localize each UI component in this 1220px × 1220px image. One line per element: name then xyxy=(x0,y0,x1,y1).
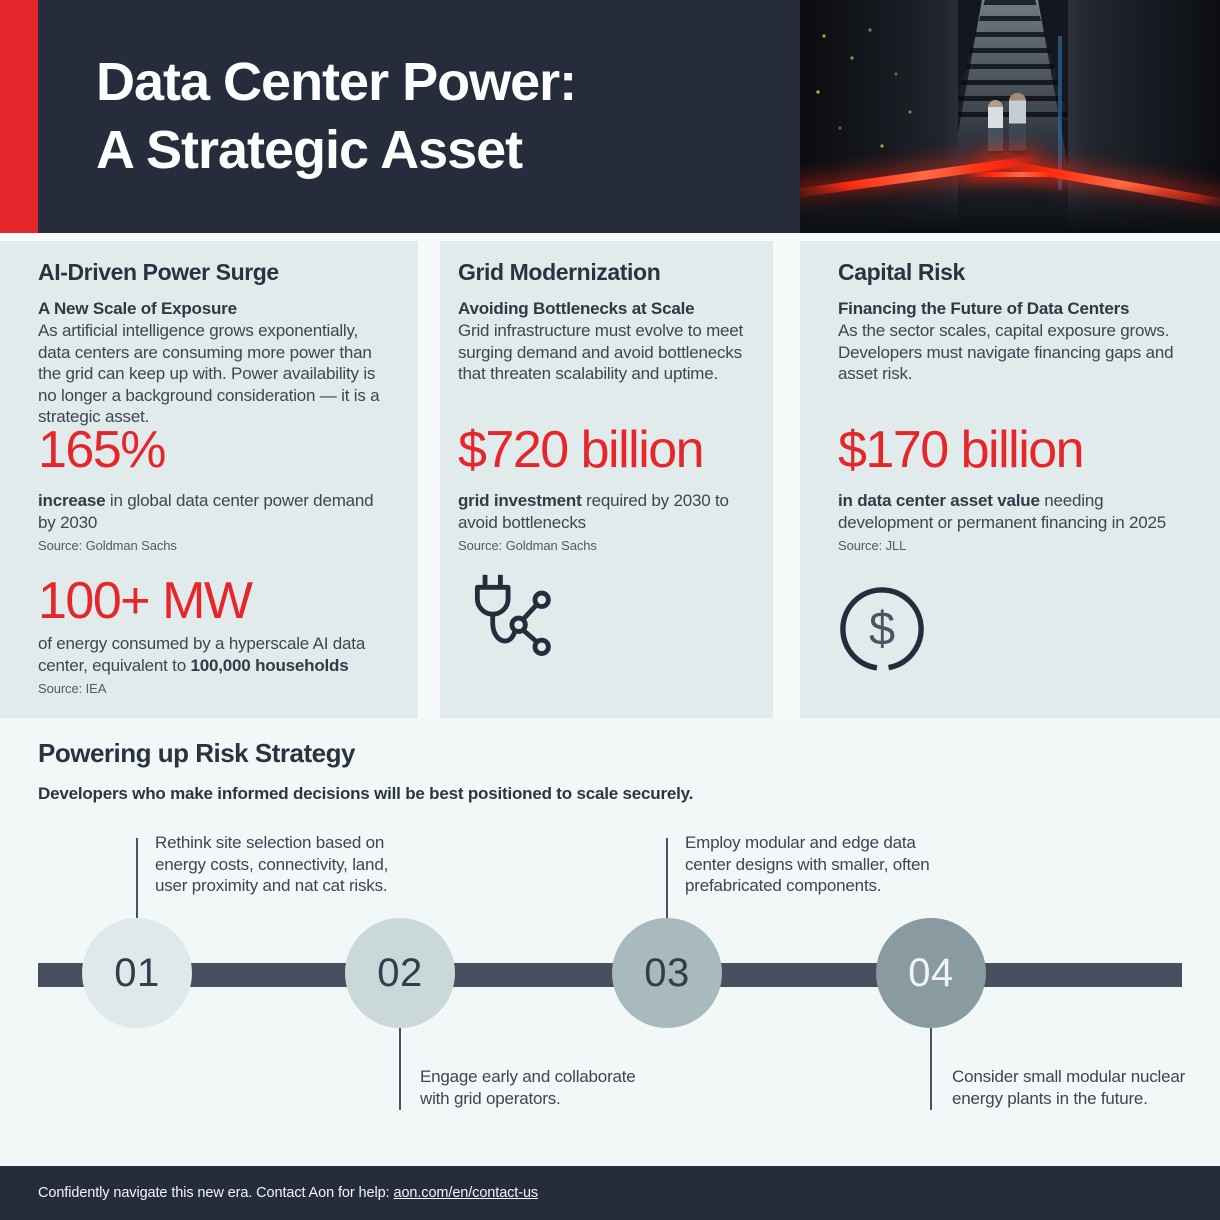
step-3-circle: 03 xyxy=(612,918,722,1028)
brand-red-accent-bar xyxy=(0,0,38,233)
stat-value: 100+ MW xyxy=(38,572,253,630)
column-subheading: Financing the Future of Data Centers xyxy=(838,299,1130,318)
photo-red-led-strip-far xyxy=(968,172,1064,177)
footer-contact-link[interactable]: aon.com/en/contact-us xyxy=(393,1185,539,1201)
column-heading: Capital Risk xyxy=(838,259,965,285)
plug-network-icon xyxy=(460,571,560,672)
stat-value: $720 billion xyxy=(458,421,705,479)
footer-text: Confidently navigate this new era. Conta… xyxy=(38,1185,390,1201)
svg-text:$: $ xyxy=(869,603,895,655)
page-title-line2: A Strategic Asset xyxy=(96,120,523,180)
step-1-circle: 01 xyxy=(82,918,192,1028)
data-center-photo xyxy=(800,0,1220,233)
column-heading: Grid Modernization xyxy=(458,259,661,285)
timeline-bar xyxy=(38,963,1182,987)
photo-person-1 xyxy=(988,100,1003,154)
stat-source: Source: Goldman Sachs xyxy=(38,538,177,553)
step-3-number: 03 xyxy=(644,950,690,995)
step-2-number: 02 xyxy=(377,950,423,995)
step-4-connector xyxy=(930,1028,932,1110)
stat-source: Source: IEA xyxy=(38,681,107,696)
page-title: Data Center Power: A Strategic Asset xyxy=(96,48,577,184)
column-heading: AI-Driven Power Surge xyxy=(38,259,279,285)
step-4-number: 04 xyxy=(908,950,954,995)
step-1-label: Rethink site selection based on energy c… xyxy=(155,833,389,895)
page-title-line1: Data Center Power: xyxy=(96,52,577,112)
step-3-connector xyxy=(666,838,668,918)
step-2-label: Engage early and collaborate with grid o… xyxy=(420,1067,636,1108)
stat-source: Source: JLL xyxy=(838,538,907,553)
strategy-title: Powering up Risk Strategy xyxy=(38,738,355,768)
stat-description: in data center asset value needing devel… xyxy=(838,491,1167,532)
step-3-label: Employ modular and edge data center desi… xyxy=(685,833,930,895)
panel-grid-modernization: Grid Modernization Avoiding Bottlenecks … xyxy=(440,241,773,718)
column-body: As artificial intelligence grows exponen… xyxy=(38,321,380,426)
step-4-circle: 04 xyxy=(876,918,986,1028)
step-1-number: 01 xyxy=(114,950,160,995)
photo-blue-light xyxy=(1058,36,1062,190)
column-body: As the sector scales, capital exposure g… xyxy=(838,321,1174,383)
photo-floor xyxy=(800,185,1220,233)
column-subheading: A New Scale of Exposure xyxy=(38,299,237,318)
strategy-subtitle: Developers who make informed decisions w… xyxy=(38,784,694,803)
column-body: Grid infrastructure must evolve to meet … xyxy=(458,321,744,383)
stat-description: of energy consumed by a hyperscale AI da… xyxy=(38,634,366,675)
stat-description: grid investment required by 2030 to avoi… xyxy=(458,491,729,532)
step-2-connector xyxy=(399,1028,401,1110)
dollar-circle-icon: $ xyxy=(838,585,926,678)
column-subheading: Avoiding Bottlenecks at Scale xyxy=(458,299,695,318)
stat-description: increase in global data center power dem… xyxy=(38,491,374,532)
stat-value: 165% xyxy=(38,421,167,479)
step-2-circle: 02 xyxy=(345,918,455,1028)
footer-bar: Confidently navigate this new era. Conta… xyxy=(0,1166,1220,1220)
photo-person-2 xyxy=(1009,93,1026,154)
header: Data Center Power: A Strategic Asset xyxy=(0,0,1220,233)
strategy-section: Powering up Risk Strategy Developers who… xyxy=(0,718,1220,1166)
panel-ai-driven-power-surge: AI-Driven Power Surge A New Scale of Exp… xyxy=(0,241,418,718)
header-background: Data Center Power: A Strategic Asset xyxy=(38,0,800,233)
step-4-label: Consider small modular nuclear energy pl… xyxy=(952,1067,1186,1108)
stat-value: $170 billion xyxy=(838,421,1085,479)
step-1-connector xyxy=(136,838,138,918)
panel-capital-risk: Capital Risk Financing the Future of Dat… xyxy=(800,241,1220,718)
stat-source: Source: Goldman Sachs xyxy=(458,538,597,553)
